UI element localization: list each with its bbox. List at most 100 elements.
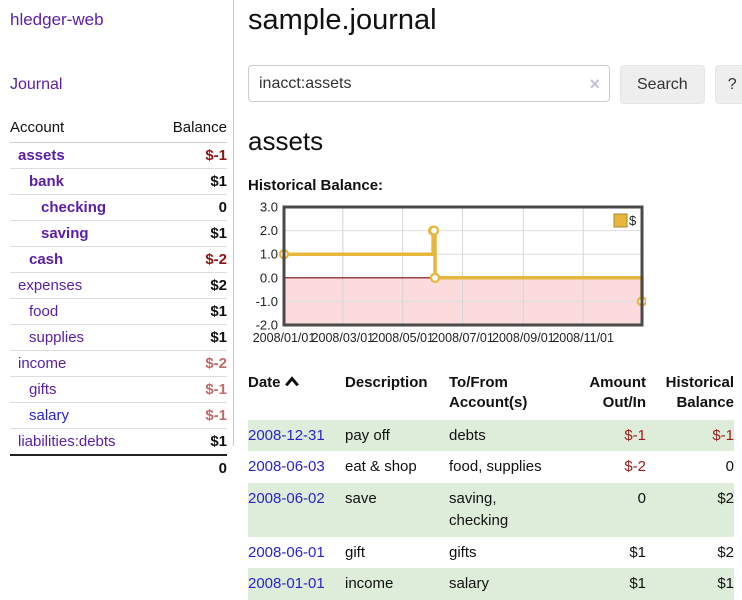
account-link-saving[interactable]: saving xyxy=(41,225,89,242)
svg-text:2008/03/01: 2008/03/01 xyxy=(312,331,375,345)
transaction-amount: 0 xyxy=(569,483,646,537)
historical-balance-chart: $3.0 2.0 1.0 0.0 -1.0 -2.0 2008/01/01 2008/03/0… xyxy=(248,200,742,353)
transaction-amount: $1 xyxy=(569,568,646,600)
transaction-description: pay off xyxy=(345,419,449,452)
transaction-accounts: gifts xyxy=(449,543,477,561)
search-button[interactable]: Search xyxy=(620,65,705,104)
account-row-supplies: supplies $1 xyxy=(10,324,227,351)
account-link-income[interactable]: income xyxy=(18,355,67,372)
account-link-food[interactable]: food xyxy=(29,303,59,320)
transaction-accounts: food, supplies xyxy=(449,458,542,476)
account-balance: $-1 xyxy=(153,402,227,429)
account-balance: $1 xyxy=(153,428,227,456)
transaction-description: eat & shop xyxy=(345,458,417,476)
accounts-table: Account Balance assets $-1 bank $1 check… xyxy=(10,116,227,481)
accounts-header-account: Account xyxy=(10,116,154,143)
brand-link[interactable]: hledger-web xyxy=(10,10,104,29)
account-row-food: food $1 xyxy=(10,298,227,325)
transaction-date-link[interactable]: 2008-01-01 xyxy=(248,575,325,593)
account-row-income: income $-2 xyxy=(10,350,227,377)
sort-ascending-icon xyxy=(284,376,299,386)
main-content: sample.journal × Search ? assets Histori… xyxy=(234,0,742,600)
account-balance: $-1 xyxy=(153,376,227,403)
transaction-date-link[interactable]: 2008-06-02 xyxy=(248,490,325,507)
search-input[interactable] xyxy=(249,66,609,101)
transaction-accounts: saving, checking xyxy=(449,483,569,537)
account-row-checking: checking 0 xyxy=(10,194,227,221)
chart-title: Historical Balance: xyxy=(248,177,384,194)
svg-text:2008/07/01: 2008/07/01 xyxy=(431,331,494,345)
transaction-historical-balance: $2 xyxy=(646,483,734,537)
account-link-cash[interactable]: cash xyxy=(29,251,64,268)
register-header-accounts: To/From Account(s) xyxy=(449,374,528,412)
register-row: 2008-06-03 eat & shop food, supplies $-2… xyxy=(248,451,734,483)
account-balance: $1 xyxy=(153,220,227,247)
transaction-historical-balance: 0 xyxy=(725,458,734,476)
register-row: 2008-01-01 income salary $1 $1 xyxy=(248,568,734,600)
transaction-amount: $1 xyxy=(629,543,646,561)
account-link-expenses[interactable]: expenses xyxy=(18,277,83,294)
page-title: sample.journal xyxy=(248,4,437,36)
help-button[interactable]: ? xyxy=(714,65,742,104)
svg-text:0.0: 0.0 xyxy=(260,270,278,285)
sidebar-item-journal[interactable]: Journal xyxy=(10,76,63,93)
account-balance: $2 xyxy=(153,272,227,299)
account-link-gifts[interactable]: gifts xyxy=(29,381,57,398)
transaction-description: income xyxy=(345,568,449,600)
svg-text:2.0: 2.0 xyxy=(260,223,278,238)
account-balance: $-1 xyxy=(153,142,227,169)
account-link-liabilities-debts[interactable]: liabilities:debts xyxy=(18,433,116,450)
accounts-header-row: Account Balance xyxy=(10,116,227,143)
transaction-historical-balance: $-1 xyxy=(646,419,734,452)
register-row: 2008-12-31 pay off debts $-1 $-1 xyxy=(248,419,734,452)
transaction-amount: $-2 xyxy=(624,458,646,476)
svg-text:2008/05/01: 2008/05/01 xyxy=(371,331,434,345)
search-bar: × Search ? xyxy=(248,65,742,104)
account-balance: $-2 xyxy=(153,350,227,377)
svg-text:2008/09/01: 2008/09/01 xyxy=(492,331,555,345)
account-link-salary[interactable]: salary xyxy=(29,407,70,424)
account-link-bank[interactable]: bank xyxy=(29,173,65,190)
register-row: 2008-06-01 gift gifts $1 $2 xyxy=(248,537,734,569)
account-row-gifts: gifts $-1 xyxy=(10,376,227,403)
account-row-bank: bank $1 xyxy=(10,168,227,195)
transaction-description: save xyxy=(345,483,449,537)
account-balance: $1 xyxy=(153,168,227,195)
account-row-saving: saving $1 xyxy=(10,220,227,247)
svg-text:-1.0: -1.0 xyxy=(256,294,278,309)
account-row-expenses: expenses $2 xyxy=(10,272,227,299)
transaction-accounts: debts xyxy=(449,419,569,452)
transaction-description: gift xyxy=(345,543,366,561)
account-link-checking[interactable]: checking xyxy=(41,199,107,216)
account-link-supplies[interactable]: supplies xyxy=(29,329,85,346)
register-header-date-label: Date xyxy=(248,374,281,391)
transaction-amount: $-1 xyxy=(569,419,646,452)
account-heading: assets xyxy=(248,126,324,156)
search-box: × xyxy=(248,65,610,102)
register-header-date[interactable]: Date xyxy=(248,369,345,420)
svg-text:2008/01/01: 2008/01/01 xyxy=(253,331,316,345)
account-balance: 0 xyxy=(153,194,227,221)
transaction-date-link[interactable]: 2008-06-03 xyxy=(248,458,325,476)
account-balance: $-2 xyxy=(153,246,227,273)
transaction-accounts: salary xyxy=(449,568,569,600)
accounts-total-balance: 0 xyxy=(218,460,227,477)
clear-search-icon[interactable]: × xyxy=(589,74,600,94)
transaction-date-link[interactable]: 2008-06-01 xyxy=(248,543,325,561)
svg-text:2008/11/01: 2008/11/01 xyxy=(552,331,614,345)
sidebar: hledger-web Journal Account Balance asse… xyxy=(0,0,234,477)
transaction-date-link[interactable]: 2008-12-31 xyxy=(248,426,325,444)
account-row-assets: assets $-1 xyxy=(10,142,227,169)
register-table: Date Description To/From Account(s) Amou… xyxy=(248,369,734,600)
svg-text:-2.0: -2.0 xyxy=(256,318,278,333)
register-header-description: Description xyxy=(345,374,428,391)
svg-text:3.0: 3.0 xyxy=(260,202,278,215)
register-header-historical: Historical Balance xyxy=(665,374,734,412)
accounts-total-row: 0 xyxy=(10,455,227,481)
accounts-header-balance: Balance xyxy=(153,116,227,143)
account-balance: $1 xyxy=(153,324,227,351)
svg-text:1.0: 1.0 xyxy=(260,247,278,262)
account-link-assets[interactable]: assets xyxy=(18,147,65,164)
register-header-amount: Amount Out/In xyxy=(589,374,646,412)
